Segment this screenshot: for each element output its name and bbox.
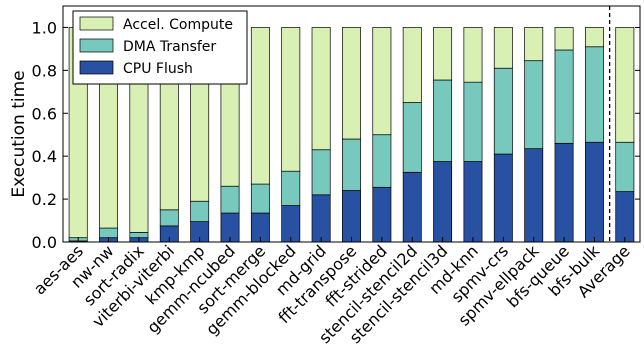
bar-dma-transfer-bfs-queue (554, 49, 574, 144)
bar-dma-transfer-viterbi-viterbi (159, 209, 179, 227)
bar-accel-compute-md-knn (463, 27, 483, 83)
y-tick-label: 0.0 (32, 233, 57, 252)
bars-group (68, 27, 635, 243)
bar-dma-transfer-gemm-blocked (281, 170, 301, 206)
bar-cpu-flush-fft-transpose (342, 190, 361, 243)
y-tick-label: 0.8 (32, 61, 57, 80)
bar-cpu-flush-bfs-bulk (584, 141, 604, 243)
bar-dma-transfer-stencil-stencil3d (433, 79, 453, 162)
bar-dma-transfer-fft-strided (372, 134, 392, 188)
bar-cpu-flush-md-grid (311, 194, 331, 243)
bar-cpu-flush-spmv-ellpack (524, 148, 544, 243)
legend-label-accel-compute: Accel. Compute (123, 17, 233, 33)
bar-accel-compute-bfs-queue (554, 27, 574, 51)
bar-dma-transfer-nw-nw (99, 227, 119, 239)
bar-cpu-flush-gemm-blocked (281, 205, 301, 243)
bar-cpu-flush-stencil-stencil2d (402, 171, 422, 243)
bar-accel-compute-fft-transpose (342, 27, 361, 140)
y-ticks-group: 0.0 0.2 0.4 0.6 0.8 1.0 (32, 18, 640, 252)
bar-dma-transfer-md-knn (463, 81, 483, 162)
bar-accel-compute-sort-merge (250, 27, 270, 185)
legend-label-cpu-flush: CPU Flush (123, 61, 193, 77)
bar-accel-compute-md-grid (311, 27, 331, 151)
bar-accel-compute-stencil-stencil2d (402, 27, 422, 103)
y-axis-label: Execution time (9, 70, 29, 197)
legend-swatch-accel-compute (79, 16, 114, 31)
y-tick-label: 0.6 (32, 104, 57, 123)
bar-dma-transfer-gemm-ncubed (220, 185, 240, 214)
bar-dma-transfer-kmp-kmp (190, 200, 210, 222)
bar-dma-transfer-stencil-stencil2d (402, 102, 422, 173)
bar-accel-compute-spmv-ellpack (524, 27, 544, 62)
bar-dma-transfer-average (615, 141, 635, 192)
bar-cpu-flush-bfs-queue (554, 142, 574, 243)
bar-accel-compute-average (615, 27, 635, 143)
bar-cpu-flush-average (615, 191, 635, 243)
bar-accel-compute-bfs-bulk (584, 27, 604, 48)
bar-dma-transfer-sort-merge (250, 183, 270, 214)
legend-label-dma-transfer: DMA Transfer (123, 39, 216, 55)
legend-swatch-cpu-flush (79, 60, 114, 75)
bar-accel-compute-gemm-blocked (281, 27, 301, 172)
bar-cpu-flush-spmv-crs (493, 153, 513, 243)
bar-accel-compute-spmv-crs (493, 27, 513, 69)
y-tick-label: 0.2 (32, 190, 57, 209)
bar-cpu-flush-fft-strided (372, 186, 392, 243)
bar-dma-transfer-spmv-ellpack (524, 60, 544, 150)
bar-dma-transfer-bfs-bulk (584, 46, 604, 143)
bar-cpu-flush-md-knn (463, 161, 483, 243)
bar-dma-transfer-md-grid (311, 149, 331, 196)
bar-dma-transfer-spmv-crs (493, 67, 513, 155)
bar-cpu-flush-stencil-stencil3d (433, 161, 453, 243)
bar-accel-compute-fft-strided (372, 27, 392, 136)
bar-dma-transfer-sort-radix (129, 232, 149, 239)
y-tick-label: 1.0 (32, 18, 57, 37)
legend-swatch-dma-transfer (79, 38, 114, 53)
bar-dma-transfer-fft-transpose (342, 138, 361, 191)
y-tick-label: 0.4 (32, 147, 57, 166)
legend: Accel. Compute DMA Transfer CPU Flush (72, 10, 248, 85)
bar-accel-compute-stencil-stencil3d (433, 27, 453, 81)
x-ticks-group: aes-aesnw-nwsort-radixviterbi-viterbikmp… (30, 237, 634, 347)
